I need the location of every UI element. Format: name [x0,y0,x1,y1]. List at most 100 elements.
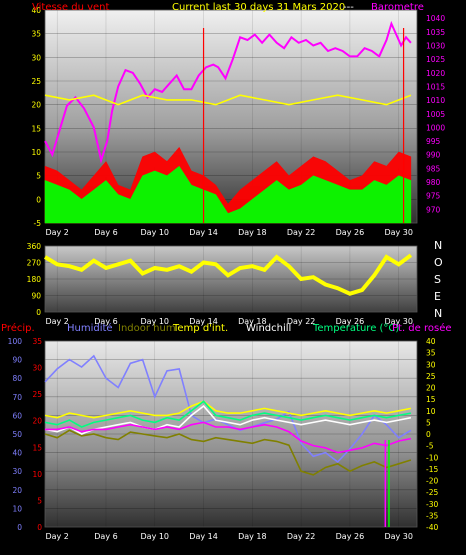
plot-background [45,341,417,527]
x-tick-label: Day 10 [141,532,170,541]
wind-speed-label: Vitesse du vent [32,2,109,13]
x-tick-label: Day 22 [287,317,316,326]
compass-labels: N O S E N [434,239,443,320]
left-tick-label: 30 [12,467,22,476]
windchill-label: Windchill [246,323,291,334]
x-tick-label: Day 6 [94,317,117,326]
right-tick-label: 990 [426,151,441,160]
x-axis: Day 2 Day 6 Day 10 Day 14 Day 18 Day 22 Day 26… [45,228,412,237]
precip-tick-label: 15 [32,443,42,452]
left-tick-label: 90 [31,292,41,301]
right-tick-label: 1005 [426,110,445,119]
right-tick-label: -35 [426,511,438,520]
series-group [44,20,412,224]
x-axis: Day 2 Day 6 Day 10 Day 14 Day 18 Day 22 Day 26… [45,532,412,541]
indoor-hum-label: Indoor hum [118,323,176,334]
x-tick-label: Day 10 [141,317,170,326]
series-wind_dir_mark [44,94,412,106]
dew-point-label: Pt. de rosée [392,322,452,334]
grid [44,245,418,313]
series-wind_direction [43,253,413,296]
x-tick-label: Day 14 [189,317,218,326]
x-tick-label: Day 2 [45,317,68,326]
right-tick-label: 970 [426,205,441,214]
left-axis: 0 90 180 270 360 [27,242,42,317]
x-tick-label: Day 30 [384,532,413,541]
left-tick-label: 10 [12,504,22,513]
left-tick-label: 100 [8,337,23,346]
x-tick-label: Day 30 [384,317,413,326]
x-tick-label: Day 22 [287,532,316,541]
left-tick-label: 360 [27,242,42,251]
x-tick-label: Day 6 [94,228,117,237]
series-wind_avg [44,165,412,224]
x-tick-label: Day 2 [45,532,68,541]
right-tick-label: 35 [426,349,436,358]
x-tick-label: Day 18 [238,532,267,541]
precip-axis: 0 5 10 15 20 25 30 35 [32,337,42,532]
right-axis: -40 -35 -30 -25 -20 -15 -10 -5 0 5 10 15 20 25 30 35 40 [426,337,438,532]
x-tick-label: Day 6 [94,532,117,541]
left-tick-label: 60 [12,411,22,420]
series-barometer [44,20,412,165]
right-tick-label: 980 [426,178,441,187]
left-tick-label: 40 [31,6,41,15]
left-tick-label: 25 [31,77,41,86]
series-temp_int [44,400,412,419]
left-tick-label: 0 [17,523,22,532]
plot-background [45,246,417,312]
right-tick-label: -40 [426,523,438,532]
plot-border [44,245,418,313]
x-tick-label: Day 26 [336,317,365,326]
left-tick-label: 15 [31,124,41,133]
series-group [43,253,413,296]
right-tick-label: 15 [426,395,436,404]
x-axis: Day 2 Day 6 Day 10 Day 14 Day 18 Day 22 Day 26… [45,317,412,326]
series-group [44,354,412,527]
precip-tick-label: 30 [32,364,42,373]
compass-n-bottom: N [434,307,442,320]
right-tick-label: -30 [426,500,438,509]
left-tick-label: 5 [36,172,41,181]
right-tick-label: 5 [426,418,431,427]
left-tick-label: 30 [31,53,41,62]
x-tick-label: Day 10 [141,228,170,237]
x-tick-label: Day 30 [384,228,413,237]
right-axis: 970 975 980 985 990 995 1000 1005 1010 1015 1020 10… [426,14,445,214]
compass-e: E [434,290,441,303]
left-tick-label: 50 [12,430,22,439]
right-tick-label: -5 [426,442,434,451]
right-tick-label: 1030 [426,42,445,51]
right-tick-label: -15 [426,465,438,474]
left-tick-label: -5 [34,219,42,228]
left-tick-label: 35 [31,30,41,39]
precip-tick-label: 25 [32,390,42,399]
right-tick-label: 1020 [426,69,445,78]
temperature-label: Temperature (°C) [312,323,399,334]
right-tick-label: 1035 [426,28,445,37]
precip-tick-label: 5 [37,496,42,505]
panel-wind-direction: 0 90 180 270 360 Day 2 Day 6 Day 10 Day 14 Day 1… [27,239,443,326]
title-label: Current last 30 days 31 Mars 2020 [172,2,345,13]
x-tick-label: Day 2 [45,228,68,237]
left-tick-label: 270 [27,259,42,268]
left-tick-label: 20 [31,101,41,110]
grid [44,340,418,528]
x-tick-label: Day 22 [287,228,316,237]
right-tick-label: 975 [426,192,441,201]
series-indoor_humidity [44,429,412,476]
compass-o: O [434,256,443,269]
series-dew_point [45,421,412,454]
humidity-label: Humidité [67,322,113,334]
right-tick-label: 25 [426,372,436,381]
left-tick-label: 40 [12,449,22,458]
x-tick-label: Day 14 [189,228,218,237]
dash-label: --- [343,2,354,13]
left-tick-label: 0 [36,308,41,317]
right-tick-label: 10 [426,407,436,416]
right-tick-label: 20 [426,384,436,393]
left-tick-label: 90 [12,356,22,365]
precip-tick-label: 0 [37,523,42,532]
